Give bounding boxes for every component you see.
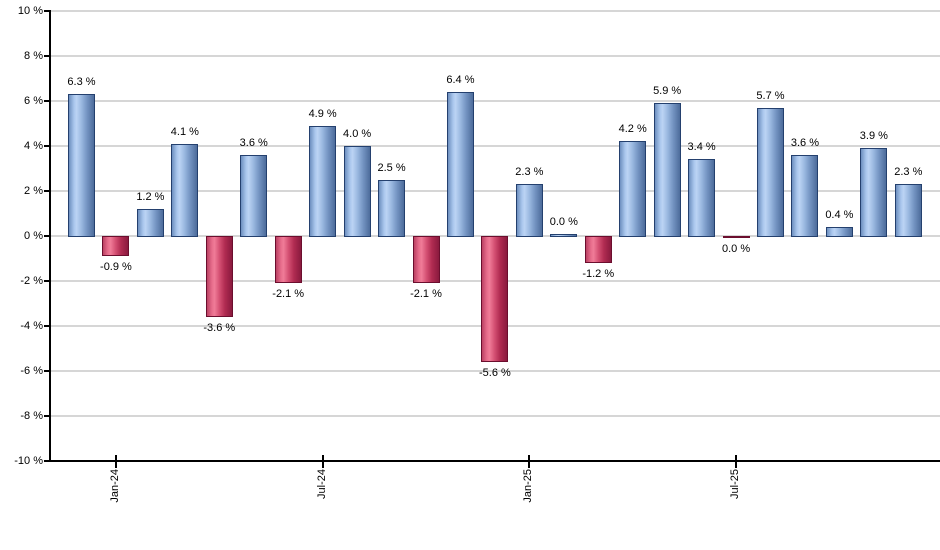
bar-value-label: 0.4 %: [825, 209, 854, 221]
x-axis-tick-label: Jan-25: [522, 469, 535, 503]
gridline: [51, 100, 940, 102]
x-axis-tick: [114, 455, 117, 468]
bar-value-label: 2.3 %: [515, 166, 544, 178]
bar: [791, 155, 819, 237]
bar: [343, 146, 371, 237]
y-axis-tick-label: 0 %: [24, 230, 43, 242]
bar: [136, 209, 164, 237]
x-axis-tick-label: Jan-24: [108, 469, 121, 503]
gridline: [51, 415, 940, 417]
bar: [205, 236, 233, 317]
bar: [894, 184, 922, 237]
bar-value-label: 5.9 %: [653, 85, 682, 97]
bar-value-label: 3.9 %: [859, 130, 888, 142]
y-axis-tick: [44, 145, 51, 147]
bar: [412, 236, 440, 283]
y-axis-tick-label: 2 %: [24, 185, 43, 197]
y-axis-tick-label: -10 %: [14, 455, 43, 467]
bar-value-label: 4.2 %: [618, 123, 647, 135]
gridline: [51, 370, 940, 372]
x-axis-line: [49, 460, 940, 462]
gridline: [51, 55, 940, 57]
bar-value-label: -2.1 %: [272, 288, 305, 300]
y-axis-tick: [44, 325, 51, 327]
bar-value-label: -3.6 %: [203, 322, 236, 334]
bar: [688, 159, 716, 237]
bar-value-label: 6.4 %: [446, 74, 475, 86]
y-axis-line: [49, 10, 51, 462]
y-axis-tick-label: 4 %: [24, 140, 43, 152]
gridline: [51, 145, 940, 147]
y-axis-tick-label: 8 %: [24, 50, 43, 62]
bar-value-label: 2.3 %: [894, 166, 923, 178]
bar: [584, 236, 612, 263]
bar-value-label: 1.2 %: [136, 191, 165, 203]
bar: [171, 144, 199, 237]
y-axis-tick-label: -6 %: [20, 365, 43, 377]
bar-value-label: -5.6 %: [478, 367, 511, 379]
y-axis-tick-label: -2 %: [20, 275, 43, 287]
y-axis-tick-label: -4 %: [20, 320, 43, 332]
y-axis-tick: [44, 100, 51, 102]
bar: [240, 155, 268, 237]
y-axis-tick-label: 6 %: [24, 95, 43, 107]
y-axis-tick: [44, 55, 51, 57]
bar-value-label: 3.4 %: [687, 141, 716, 153]
bar: [68, 94, 95, 237]
y-axis-tick-label: -8 %: [20, 410, 43, 422]
y-axis-tick: [44, 280, 51, 282]
bar-value-label: 6.3 %: [67, 76, 96, 88]
bar-value-label: 4.1 %: [170, 126, 199, 138]
gridline: [51, 10, 940, 12]
bar-value-label: 5.7 %: [756, 90, 785, 102]
x-axis-tick-label: Jul-24: [315, 469, 328, 499]
bar: [619, 141, 647, 237]
bar: [653, 103, 681, 237]
gridline: [51, 190, 940, 192]
y-axis-tick: [44, 415, 51, 417]
y-axis-tick-label: 10 %: [17, 5, 43, 17]
bar: [309, 126, 337, 237]
bar: [274, 236, 302, 283]
y-axis-tick: [44, 370, 51, 372]
y-axis-tick: [44, 460, 51, 462]
bar-value-label: 4.9 %: [308, 108, 337, 120]
bar-value-label: 3.6 %: [790, 137, 819, 149]
bar: [102, 236, 130, 256]
bar: [550, 234, 578, 237]
bar-value-label: 4.0 %: [343, 128, 372, 140]
bar: [825, 227, 853, 237]
bar: [515, 184, 543, 237]
x-axis-tick-label: Jul-25: [729, 469, 742, 499]
bar-value-label: -2.1 %: [410, 288, 442, 300]
bar: [860, 148, 888, 237]
y-axis-tick: [44, 10, 51, 12]
x-axis-tick: [528, 455, 531, 468]
bar: [722, 236, 750, 238]
bar: [446, 92, 474, 237]
y-axis-tick: [44, 235, 51, 237]
bar-value-label: 3.6 %: [239, 137, 268, 149]
bar-value-label: 2.5 %: [377, 162, 406, 174]
bar-value-label: 0.0 %: [721, 243, 751, 255]
y-axis-tick: [44, 190, 51, 192]
bar: [378, 180, 406, 237]
bar-value-label: 0.0 %: [549, 216, 578, 228]
bar-value-label: -0.9 %: [100, 261, 132, 273]
bar: [757, 108, 784, 237]
bar: [481, 236, 509, 362]
x-axis-tick: [321, 455, 324, 468]
x-axis-tick: [735, 455, 738, 468]
bar-value-label: -1.2 %: [582, 268, 615, 280]
